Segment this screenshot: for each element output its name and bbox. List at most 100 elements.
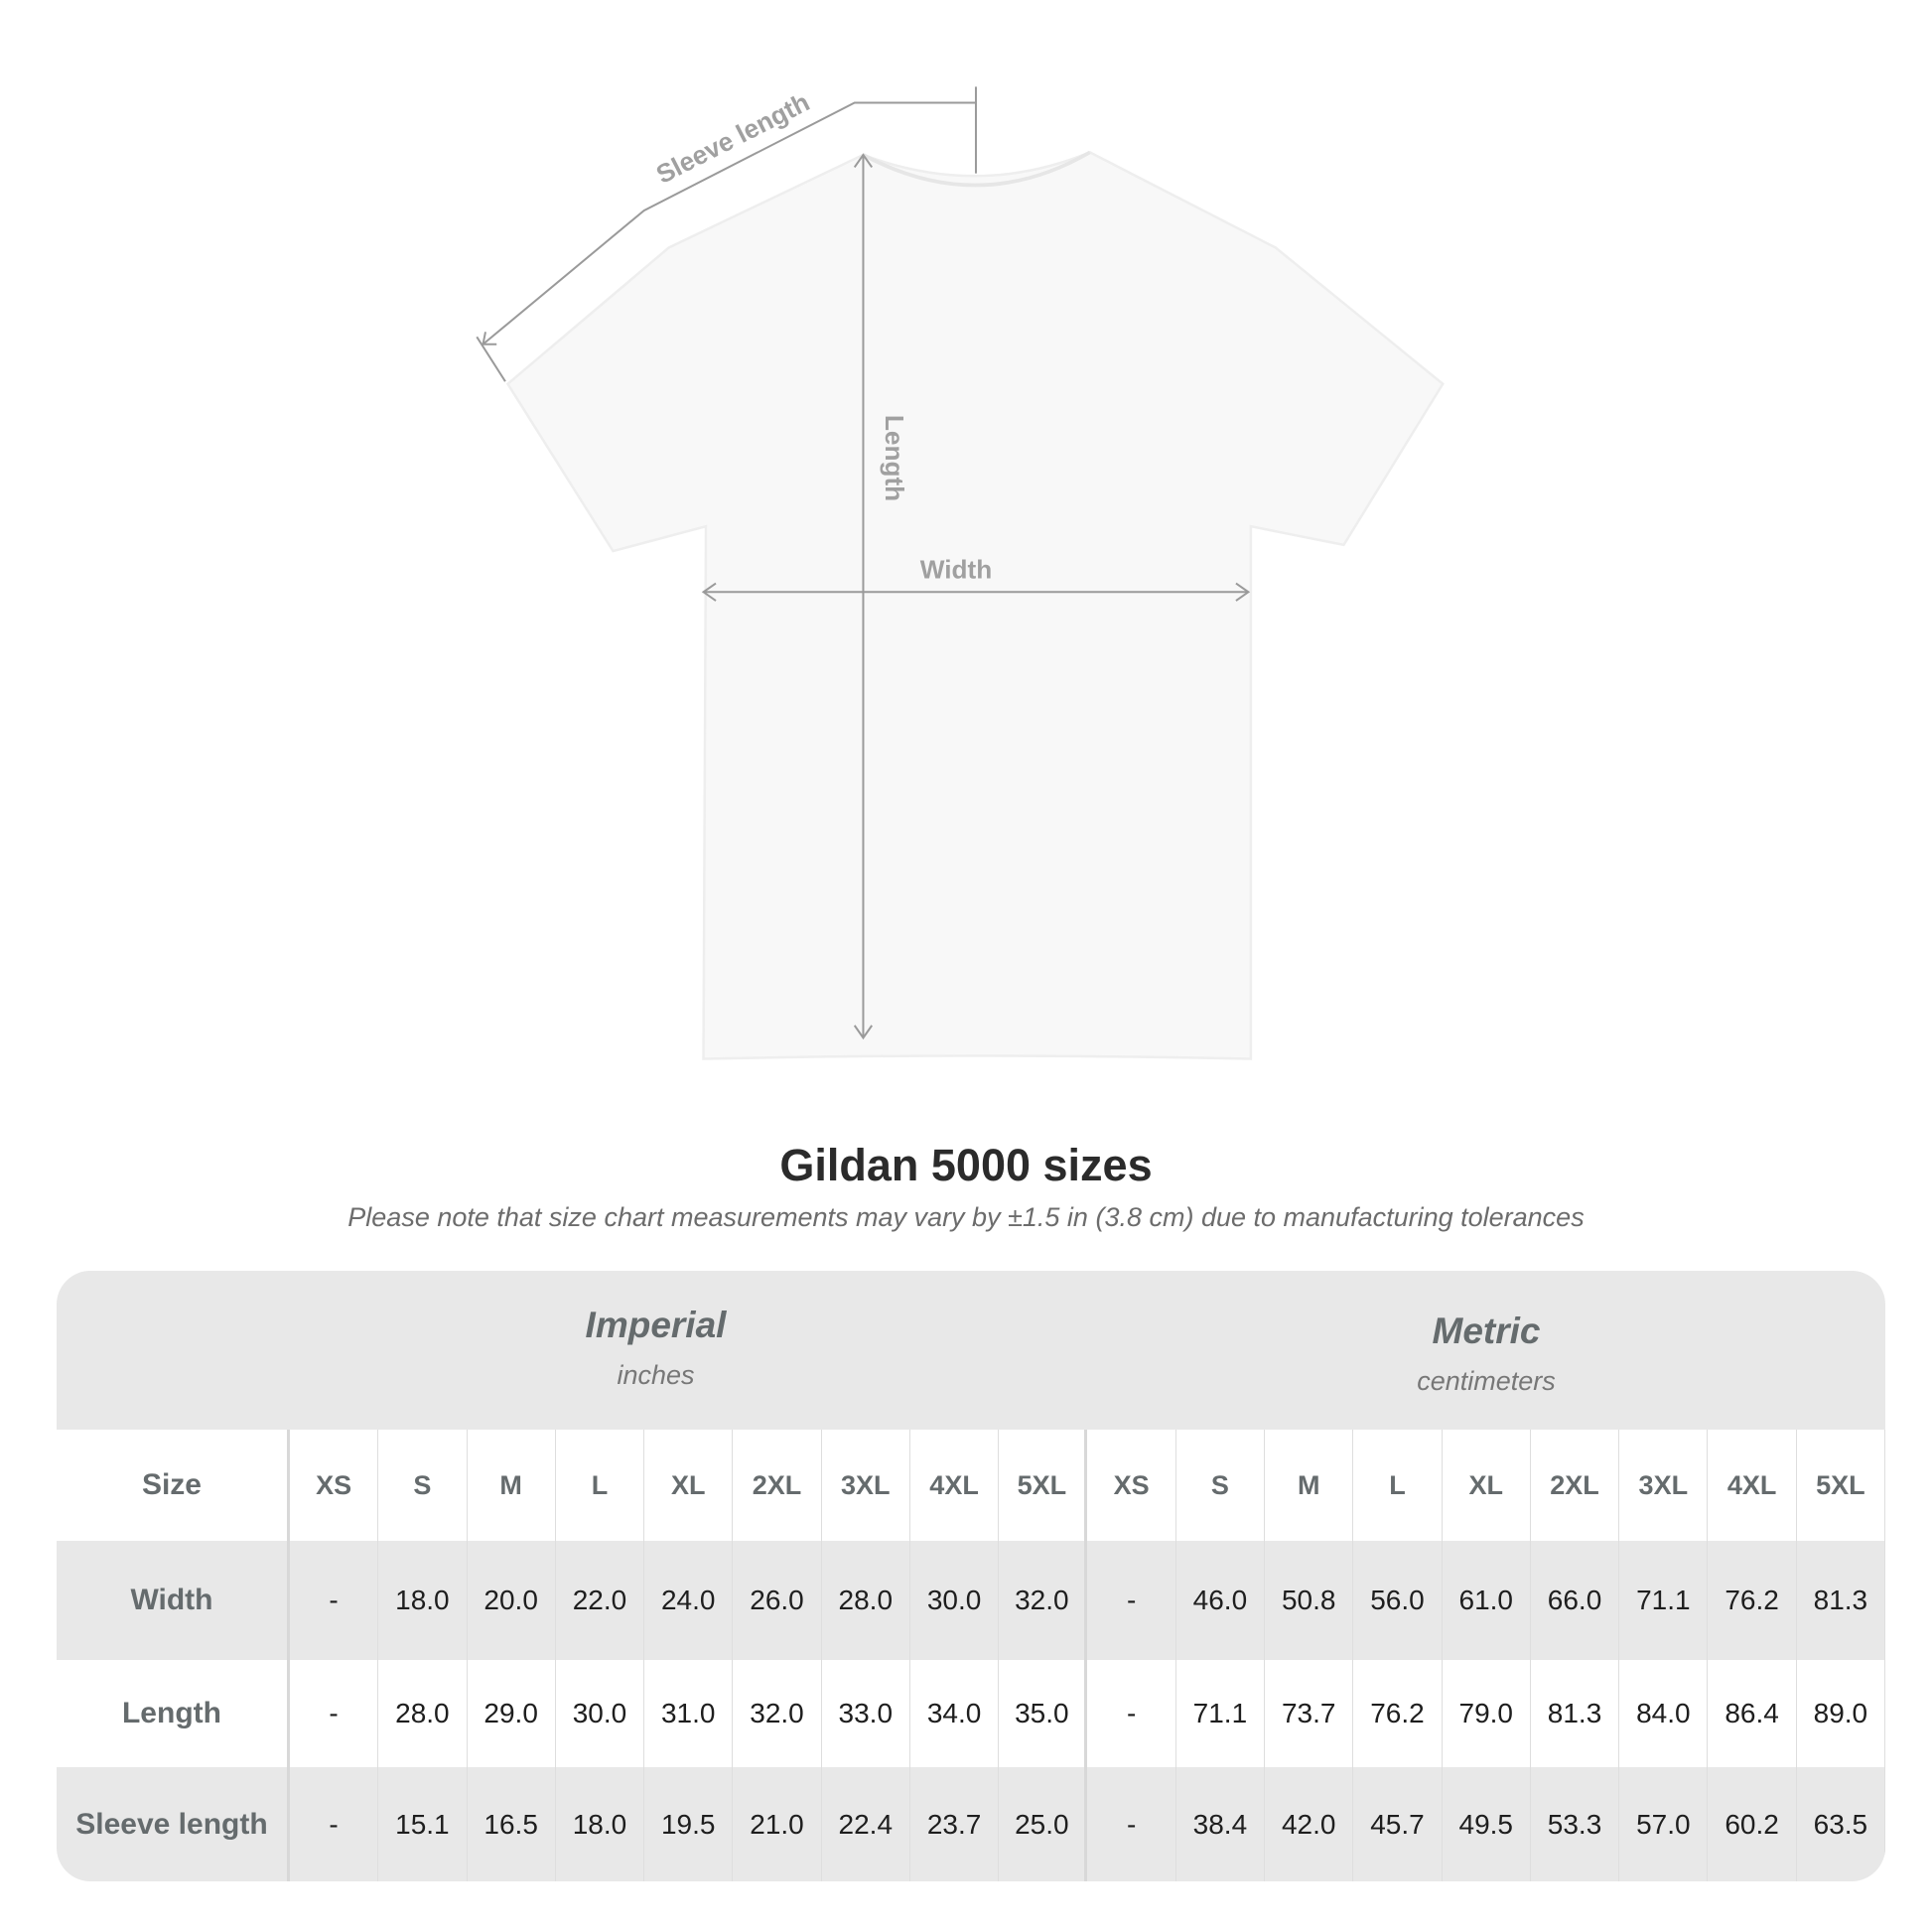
imperial-unit: inches (617, 1360, 695, 1390)
imperial-size-header: L (556, 1430, 645, 1541)
metric-size-header: XS (1087, 1430, 1176, 1541)
imperial-cell: 22.0 (556, 1541, 645, 1660)
sleeve-length-label: Sleeve length (651, 86, 814, 189)
imperial-cell: - (290, 1767, 379, 1881)
metric-cell: 53.3 (1531, 1767, 1620, 1881)
unit-header-band (57, 1271, 1885, 1430)
sleeve-length-arrow (482, 101, 976, 345)
metric-header: Metric centimeters (1087, 1311, 1885, 1397)
size-table: Imperial inches Metric centimeters Size X… (57, 1271, 1885, 1881)
imperial-cell: 22.4 (822, 1767, 910, 1881)
imperial-cell: 16.5 (468, 1767, 556, 1881)
imperial-cell: 25.0 (999, 1767, 1088, 1881)
metric-cell: - (1087, 1541, 1176, 1660)
metric-cell: 45.7 (1353, 1767, 1443, 1881)
metric-cell: 38.4 (1176, 1767, 1266, 1881)
imperial-cell: - (290, 1660, 379, 1767)
table-row: Sleeve length -15.1 16.5 18.0 19.5 21.0 22.4 23… (57, 1767, 1885, 1881)
imperial-cell: 32.0 (999, 1541, 1088, 1660)
imperial-cell: 15.1 (378, 1767, 468, 1881)
metric-size-header: M (1265, 1430, 1354, 1541)
imperial-cell: 29.0 (468, 1660, 556, 1767)
imperial-size-header: 5XL (999, 1430, 1088, 1541)
collar (862, 150, 1091, 188)
metric-cell: 49.5 (1443, 1767, 1531, 1881)
imperial-header: Imperial inches (290, 1305, 1022, 1391)
metric-cell: 89.0 (1797, 1660, 1885, 1767)
table-row: Width -18.0 20.0 22.0 24.0 26.0 28.0 30.0 32.0-4… (57, 1541, 1885, 1660)
metric-cell: 86.4 (1708, 1660, 1797, 1767)
imperial-cell: 30.0 (910, 1541, 1000, 1660)
imperial-size-header: XL (644, 1430, 734, 1541)
metric-size-header: L (1353, 1430, 1443, 1541)
imperial-size-header: M (468, 1430, 556, 1541)
metric-cell: 66.0 (1531, 1541, 1620, 1660)
metric-size-header: S (1176, 1430, 1266, 1541)
metric-cell: 81.3 (1531, 1660, 1620, 1767)
length-label: Length (880, 415, 909, 501)
metric-cell: 63.5 (1797, 1767, 1885, 1881)
metric-cell: 60.2 (1708, 1767, 1797, 1881)
imperial-cell: 21.0 (733, 1767, 822, 1881)
metric-size-header: 2XL (1531, 1430, 1620, 1541)
page-title: Gildan 5000 sizes (779, 1140, 1153, 1190)
imperial-cell: 20.0 (468, 1541, 556, 1660)
imperial-cell: 18.0 (556, 1767, 645, 1881)
imperial-cell: 34.0 (910, 1660, 1000, 1767)
metric-cell: 71.1 (1176, 1660, 1266, 1767)
imperial-cell: 18.0 (378, 1541, 468, 1660)
size-label: Size (57, 1430, 290, 1541)
imperial-cell: - (290, 1541, 379, 1660)
sleeve-arrow-ticks (476, 86, 977, 382)
width-label: Width (920, 555, 992, 585)
metric-cell: 56.0 (1353, 1541, 1443, 1660)
metric-cell: 42.0 (1265, 1767, 1354, 1881)
row-label: Sleeve length (57, 1767, 290, 1881)
metric-size-header: 5XL (1797, 1430, 1885, 1541)
imperial-cell: 26.0 (733, 1541, 822, 1660)
imperial-size-header: S (378, 1430, 468, 1541)
imperial-cell: 19.5 (644, 1767, 734, 1881)
imperial-size-header: XS (290, 1430, 379, 1541)
metric-cell: 73.7 (1265, 1660, 1354, 1767)
table-row: Length -28.0 29.0 30.0 31.0 32.0 33.0 34.0 35.0-… (57, 1660, 1885, 1767)
imperial-cell: 23.7 (910, 1767, 1000, 1881)
imperial-cell: 30.0 (556, 1660, 645, 1767)
metric-size-header: 3XL (1619, 1430, 1709, 1541)
metric-heading: Metric (1432, 1311, 1541, 1351)
metric-cell: 46.0 (1176, 1541, 1266, 1660)
metric-cell: 50.8 (1265, 1541, 1354, 1660)
row-label: Width (57, 1541, 290, 1660)
tshirt-shape (505, 151, 1445, 1060)
size-header-row: Size XS S M L XL 2XL 3XL 4XL 5XL XS S M L XL 2XL 3XL 4XL 5… (57, 1430, 1885, 1541)
metric-cell: 57.0 (1619, 1767, 1709, 1881)
width-arrowheads (701, 582, 1251, 602)
imperial-cell: 31.0 (644, 1660, 734, 1767)
metric-cell: 61.0 (1443, 1541, 1531, 1660)
imperial-cell: 24.0 (644, 1541, 734, 1660)
metric-size-header: XL (1443, 1430, 1531, 1541)
metric-cell: - (1087, 1660, 1176, 1767)
length-arrowheads (853, 153, 874, 1040)
tolerance-note: Please note that size chart measurements… (347, 1202, 1585, 1232)
imperial-size-header: 2XL (733, 1430, 822, 1541)
metric-cell: 76.2 (1708, 1541, 1797, 1660)
metric-size-header: 4XL (1708, 1430, 1797, 1541)
metric-cell: - (1087, 1767, 1176, 1881)
imperial-cell: 33.0 (822, 1660, 910, 1767)
metric-cell: 71.1 (1619, 1541, 1709, 1660)
imperial-cell: 32.0 (733, 1660, 822, 1767)
imperial-size-header: 3XL (822, 1430, 910, 1541)
row-label: Length (57, 1660, 290, 1767)
metric-cell: 76.2 (1353, 1660, 1443, 1767)
imperial-cell: 28.0 (378, 1660, 468, 1767)
metric-cell: 81.3 (1797, 1541, 1885, 1660)
metric-cell: 84.0 (1619, 1660, 1709, 1767)
metric-unit: centimeters (1417, 1366, 1556, 1396)
imperial-cell: 35.0 (999, 1660, 1088, 1767)
metric-cell: 79.0 (1443, 1660, 1531, 1767)
imperial-cell: 28.0 (822, 1541, 910, 1660)
imperial-heading: Imperial (585, 1305, 727, 1345)
imperial-size-header: 4XL (910, 1430, 1000, 1541)
